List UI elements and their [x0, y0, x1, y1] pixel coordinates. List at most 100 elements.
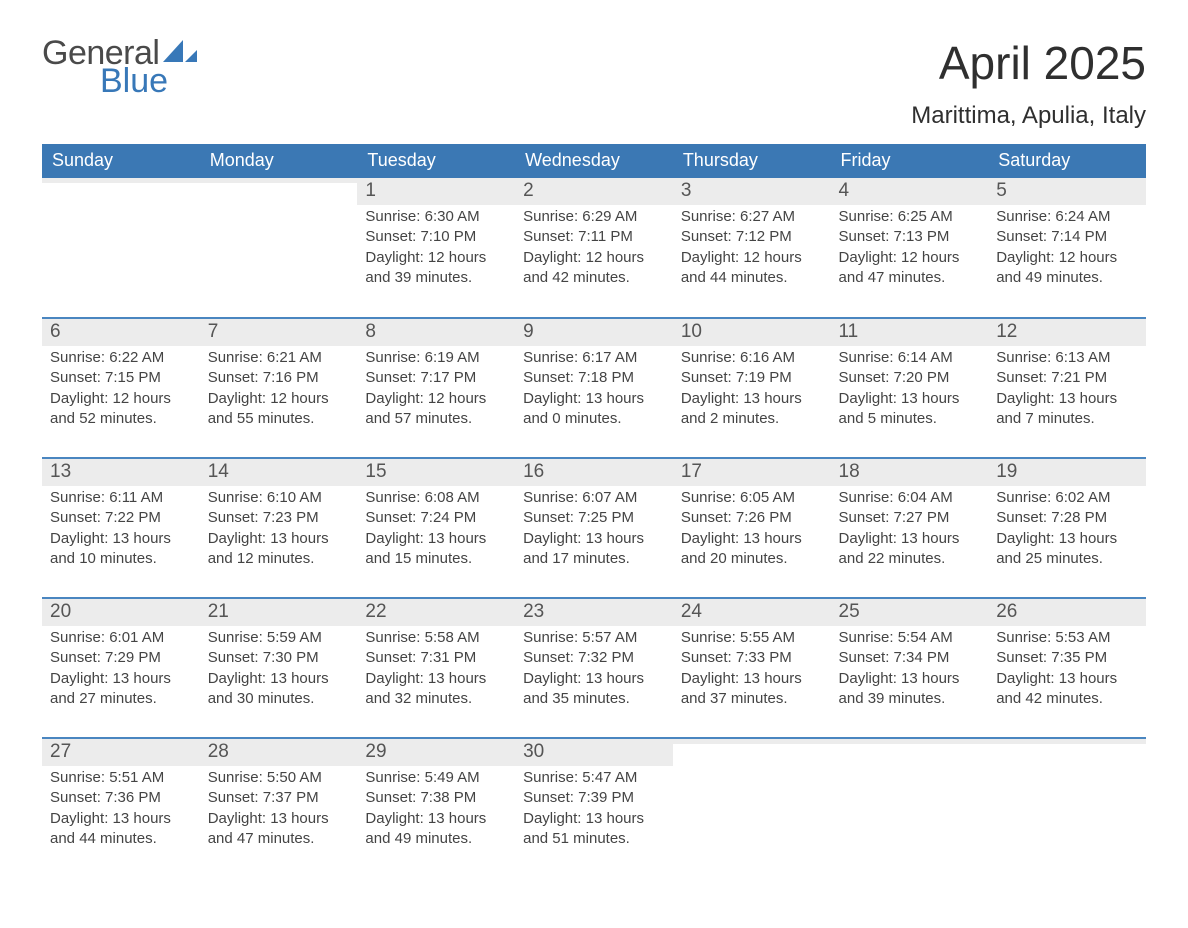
day-details: Sunrise: 6:19 AMSunset: 7:17 PMDaylight:… — [357, 346, 515, 437]
weekday-header: Friday — [831, 144, 989, 178]
day-details: Sunrise: 6:02 AMSunset: 7:28 PMDaylight:… — [988, 486, 1146, 577]
day-number: 7 — [200, 319, 358, 346]
calendar-day-cell: 24Sunrise: 5:55 AMSunset: 7:33 PMDayligh… — [673, 598, 831, 738]
day-details: Sunrise: 6:01 AMSunset: 7:29 PMDaylight:… — [42, 626, 200, 717]
day-details: Sunrise: 6:05 AMSunset: 7:26 PMDaylight:… — [673, 486, 831, 577]
day-number: 4 — [831, 178, 989, 205]
calendar-day-cell: 7Sunrise: 6:21 AMSunset: 7:16 PMDaylight… — [200, 318, 358, 458]
calendar-day-cell: 8Sunrise: 6:19 AMSunset: 7:17 PMDaylight… — [357, 318, 515, 458]
day-details: Sunrise: 5:54 AMSunset: 7:34 PMDaylight:… — [831, 626, 989, 717]
day-number: 26 — [988, 599, 1146, 626]
calendar-day-cell: 17Sunrise: 6:05 AMSunset: 7:26 PMDayligh… — [673, 458, 831, 598]
day-number: 10 — [673, 319, 831, 346]
day-details: Sunrise: 6:29 AMSunset: 7:11 PMDaylight:… — [515, 205, 673, 296]
day-details: Sunrise: 6:11 AMSunset: 7:22 PMDaylight:… — [42, 486, 200, 577]
calendar-empty-cell — [831, 738, 989, 878]
day-details: Sunrise: 6:16 AMSunset: 7:19 PMDaylight:… — [673, 346, 831, 437]
calendar-day-cell: 18Sunrise: 6:04 AMSunset: 7:27 PMDayligh… — [831, 458, 989, 598]
day-number: 5 — [988, 178, 1146, 205]
day-details: Sunrise: 5:55 AMSunset: 7:33 PMDaylight:… — [673, 626, 831, 717]
day-details: Sunrise: 6:27 AMSunset: 7:12 PMDaylight:… — [673, 205, 831, 296]
day-number: 25 — [831, 599, 989, 626]
calendar-day-cell: 20Sunrise: 6:01 AMSunset: 7:29 PMDayligh… — [42, 598, 200, 738]
day-details: Sunrise: 5:49 AMSunset: 7:38 PMDaylight:… — [357, 766, 515, 857]
day-number: 20 — [42, 599, 200, 626]
day-number: 1 — [357, 178, 515, 205]
calendar-day-cell: 16Sunrise: 6:07 AMSunset: 7:25 PMDayligh… — [515, 458, 673, 598]
day-details: Sunrise: 5:53 AMSunset: 7:35 PMDaylight:… — [988, 626, 1146, 717]
calendar-day-cell: 1Sunrise: 6:30 AMSunset: 7:10 PMDaylight… — [357, 178, 515, 318]
day-number: 6 — [42, 319, 200, 346]
day-details: Sunrise: 6:13 AMSunset: 7:21 PMDaylight:… — [988, 346, 1146, 437]
day-number: 3 — [673, 178, 831, 205]
day-number: 17 — [673, 459, 831, 486]
day-number: 18 — [831, 459, 989, 486]
calendar-day-cell: 23Sunrise: 5:57 AMSunset: 7:32 PMDayligh… — [515, 598, 673, 738]
day-number: 29 — [357, 739, 515, 766]
calendar-empty-cell — [673, 738, 831, 878]
day-number: 9 — [515, 319, 673, 346]
day-details: Sunrise: 5:50 AMSunset: 7:37 PMDaylight:… — [200, 766, 358, 857]
day-number: 13 — [42, 459, 200, 486]
calendar-day-cell: 30Sunrise: 5:47 AMSunset: 7:39 PMDayligh… — [515, 738, 673, 878]
day-details: Sunrise: 6:07 AMSunset: 7:25 PMDaylight:… — [515, 486, 673, 577]
weekday-header: Wednesday — [515, 144, 673, 178]
weekday-header: Saturday — [988, 144, 1146, 178]
calendar-week-row: 6Sunrise: 6:22 AMSunset: 7:15 PMDaylight… — [42, 318, 1146, 458]
calendar-day-cell: 10Sunrise: 6:16 AMSunset: 7:19 PMDayligh… — [673, 318, 831, 458]
calendar-day-cell: 3Sunrise: 6:27 AMSunset: 7:12 PMDaylight… — [673, 178, 831, 318]
calendar-empty-cell — [42, 178, 200, 318]
calendar-week-row: 1Sunrise: 6:30 AMSunset: 7:10 PMDaylight… — [42, 178, 1146, 318]
weekday-header: Monday — [200, 144, 358, 178]
day-details: Sunrise: 6:25 AMSunset: 7:13 PMDaylight:… — [831, 205, 989, 296]
day-details: Sunrise: 6:24 AMSunset: 7:14 PMDaylight:… — [988, 205, 1146, 296]
calendar-day-cell: 28Sunrise: 5:50 AMSunset: 7:37 PMDayligh… — [200, 738, 358, 878]
day-details: Sunrise: 5:59 AMSunset: 7:30 PMDaylight:… — [200, 626, 358, 717]
weekday-header: Sunday — [42, 144, 200, 178]
day-details: Sunrise: 5:58 AMSunset: 7:31 PMDaylight:… — [357, 626, 515, 717]
day-details: Sunrise: 6:10 AMSunset: 7:23 PMDaylight:… — [200, 486, 358, 577]
calendar-day-cell: 14Sunrise: 6:10 AMSunset: 7:23 PMDayligh… — [200, 458, 358, 598]
calendar-grid: SundayMondayTuesdayWednesdayThursdayFrid… — [42, 144, 1146, 878]
day-details: Sunrise: 5:57 AMSunset: 7:32 PMDaylight:… — [515, 626, 673, 717]
calendar-day-cell: 21Sunrise: 5:59 AMSunset: 7:30 PMDayligh… — [200, 598, 358, 738]
day-number: 24 — [673, 599, 831, 626]
day-number: 28 — [200, 739, 358, 766]
calendar-day-cell: 2Sunrise: 6:29 AMSunset: 7:11 PMDaylight… — [515, 178, 673, 318]
day-number: 8 — [357, 319, 515, 346]
calendar-day-cell: 25Sunrise: 5:54 AMSunset: 7:34 PMDayligh… — [831, 598, 989, 738]
day-details: Sunrise: 5:51 AMSunset: 7:36 PMDaylight:… — [42, 766, 200, 857]
calendar-day-cell: 22Sunrise: 5:58 AMSunset: 7:31 PMDayligh… — [357, 598, 515, 738]
day-number: 12 — [988, 319, 1146, 346]
weekday-header: Thursday — [673, 144, 831, 178]
calendar-day-cell: 19Sunrise: 6:02 AMSunset: 7:28 PMDayligh… — [988, 458, 1146, 598]
header: General Blue April 2025 Marittima, Apuli… — [42, 36, 1146, 130]
day-number: 15 — [357, 459, 515, 486]
calendar-day-cell: 15Sunrise: 6:08 AMSunset: 7:24 PMDayligh… — [357, 458, 515, 598]
day-details: Sunrise: 6:08 AMSunset: 7:24 PMDaylight:… — [357, 486, 515, 577]
calendar-day-cell: 11Sunrise: 6:14 AMSunset: 7:20 PMDayligh… — [831, 318, 989, 458]
day-details: Sunrise: 6:21 AMSunset: 7:16 PMDaylight:… — [200, 346, 358, 437]
calendar-day-cell: 13Sunrise: 6:11 AMSunset: 7:22 PMDayligh… — [42, 458, 200, 598]
calendar-day-cell: 12Sunrise: 6:13 AMSunset: 7:21 PMDayligh… — [988, 318, 1146, 458]
day-details: Sunrise: 6:04 AMSunset: 7:27 PMDaylight:… — [831, 486, 989, 577]
day-details: Sunrise: 6:14 AMSunset: 7:20 PMDaylight:… — [831, 346, 989, 437]
location-subtitle: Marittima, Apulia, Italy — [911, 102, 1146, 130]
page-title: April 2025 — [911, 36, 1146, 90]
calendar-day-cell: 26Sunrise: 5:53 AMSunset: 7:35 PMDayligh… — [988, 598, 1146, 738]
day-details: Sunrise: 5:47 AMSunset: 7:39 PMDaylight:… — [515, 766, 673, 857]
day-number: 16 — [515, 459, 673, 486]
weekday-header-row: SundayMondayTuesdayWednesdayThursdayFrid… — [42, 144, 1146, 178]
day-number: 30 — [515, 739, 673, 766]
logo-word-blue: Blue — [100, 64, 197, 98]
calendar-day-cell: 5Sunrise: 6:24 AMSunset: 7:14 PMDaylight… — [988, 178, 1146, 318]
day-number: 11 — [831, 319, 989, 346]
calendar-week-row: 20Sunrise: 6:01 AMSunset: 7:29 PMDayligh… — [42, 598, 1146, 738]
day-details: Sunrise: 6:17 AMSunset: 7:18 PMDaylight:… — [515, 346, 673, 437]
calendar-day-cell: 29Sunrise: 5:49 AMSunset: 7:38 PMDayligh… — [357, 738, 515, 878]
day-number: 14 — [200, 459, 358, 486]
calendar-empty-cell — [988, 738, 1146, 878]
day-details: Sunrise: 6:22 AMSunset: 7:15 PMDaylight:… — [42, 346, 200, 437]
weekday-header: Tuesday — [357, 144, 515, 178]
day-number: 22 — [357, 599, 515, 626]
